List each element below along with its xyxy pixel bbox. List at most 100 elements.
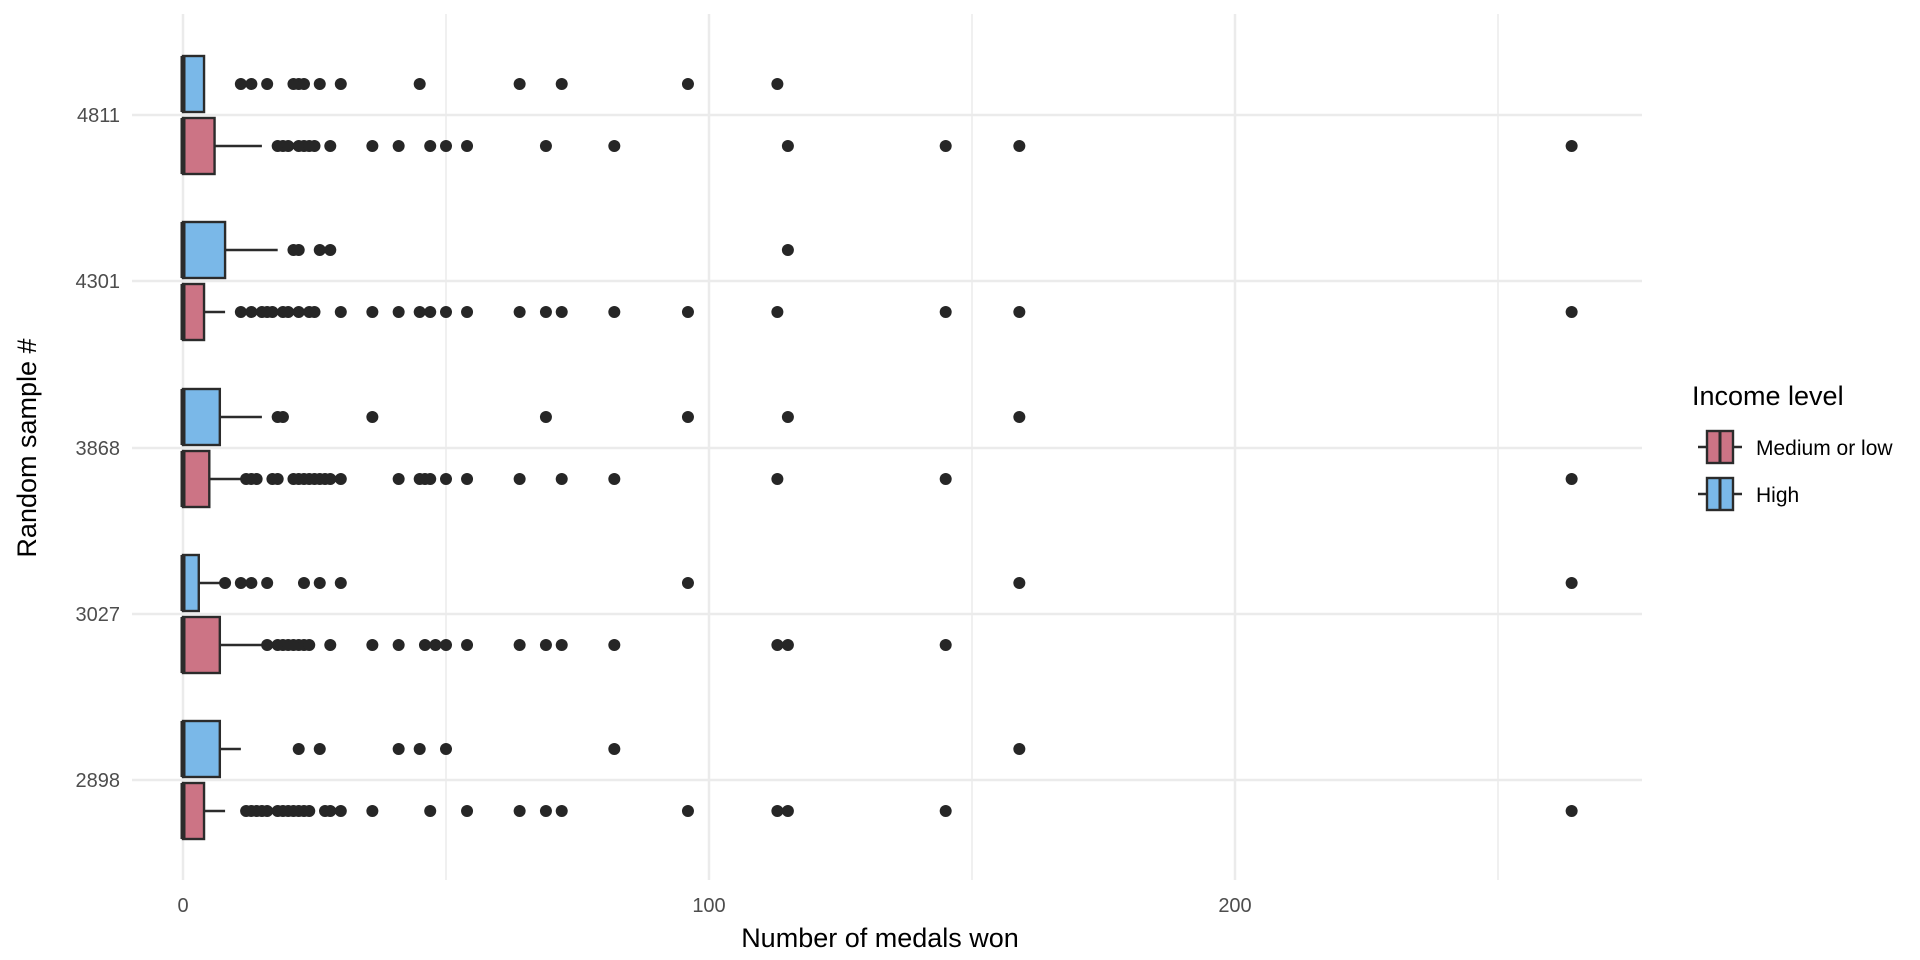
outlier-point xyxy=(245,78,258,90)
outlier-point xyxy=(424,140,437,152)
outlier-point xyxy=(781,140,794,152)
outlier-point xyxy=(461,306,474,318)
outliers-layer xyxy=(219,78,1578,817)
outlier-point xyxy=(324,140,337,152)
outlier-point xyxy=(245,577,258,589)
outlier-point xyxy=(440,306,452,318)
outlier-point xyxy=(297,78,310,90)
outlier-point xyxy=(234,577,247,589)
outlier-point xyxy=(608,473,621,485)
y-axis-ticks: 2898 3027 3868 4301 4811 xyxy=(76,105,121,792)
outlier-point xyxy=(771,805,784,817)
outlier-point xyxy=(539,306,552,318)
outlier-point xyxy=(392,639,405,651)
legend: Income level Medium or low High xyxy=(1692,381,1893,512)
outlier-point xyxy=(1565,805,1578,817)
outlier-point xyxy=(366,140,379,152)
x-axis-ticks: 0 100 200 xyxy=(177,895,1251,917)
outlier-point xyxy=(539,805,552,817)
box-group xyxy=(180,449,247,509)
box xyxy=(181,116,216,176)
outlier-point xyxy=(334,78,347,90)
x-tick-label: 100 xyxy=(692,895,725,917)
outlier-point xyxy=(219,577,232,589)
outlier-point xyxy=(555,306,568,318)
outlier-point xyxy=(313,78,326,90)
outlier-point xyxy=(282,140,295,152)
outlier-point xyxy=(771,78,784,90)
outlier-point xyxy=(539,411,552,423)
outlier-point xyxy=(292,743,305,755)
outlier-point xyxy=(440,743,452,755)
outlier-point xyxy=(392,306,405,318)
box-group xyxy=(180,116,262,176)
outlier-point xyxy=(513,78,526,90)
box-group xyxy=(180,220,278,280)
outlier-point xyxy=(1565,140,1578,152)
outlier-point xyxy=(939,473,952,485)
outlier-point xyxy=(392,473,405,485)
outlier-point xyxy=(292,306,305,318)
outlier-point xyxy=(418,639,431,651)
legend-title: Income level xyxy=(1692,381,1844,411)
box-group xyxy=(180,781,226,841)
outlier-point xyxy=(781,244,794,256)
outlier-point xyxy=(1013,411,1026,423)
outlier-point xyxy=(334,805,347,817)
outlier-point xyxy=(1013,140,1026,152)
outlier-point xyxy=(771,639,784,651)
outlier-point xyxy=(413,306,426,318)
outlier-point xyxy=(608,743,621,755)
outlier-point xyxy=(308,140,321,152)
outlier-point xyxy=(1013,306,1026,318)
outlier-point xyxy=(234,306,247,318)
outlier-point xyxy=(513,306,526,318)
outlier-point xyxy=(555,78,568,90)
outlier-point xyxy=(297,577,310,589)
box-group xyxy=(180,553,220,613)
outlier-point xyxy=(324,473,337,485)
y-tick-label: 4811 xyxy=(77,105,120,127)
outlier-point xyxy=(413,743,426,755)
outlier-point xyxy=(334,306,347,318)
box xyxy=(181,719,222,779)
outlier-point xyxy=(461,473,474,485)
outlier-point xyxy=(424,473,437,485)
outlier-point xyxy=(681,411,694,423)
outlier-point xyxy=(461,639,474,651)
outlier-point xyxy=(250,473,263,485)
outlier-point xyxy=(555,639,568,651)
outlier-point xyxy=(308,306,321,318)
outlier-point xyxy=(271,473,284,485)
outlier-point xyxy=(313,244,326,256)
outlier-point xyxy=(440,639,452,651)
outlier-point xyxy=(292,244,305,256)
outlier-point xyxy=(245,306,258,318)
outlier-point xyxy=(555,805,568,817)
outlier-point xyxy=(939,306,952,318)
outlier-point xyxy=(440,140,452,152)
outlier-point xyxy=(513,805,526,817)
outlier-point xyxy=(366,411,379,423)
outlier-point xyxy=(681,306,694,318)
legend-item: Medium or low xyxy=(1698,429,1893,465)
outlier-point xyxy=(324,805,337,817)
outlier-point xyxy=(1565,577,1578,589)
outlier-point xyxy=(266,306,279,318)
outlier-point xyxy=(303,639,316,651)
outlier-point xyxy=(771,306,784,318)
outlier-point xyxy=(313,743,326,755)
box xyxy=(181,449,211,509)
outlier-point xyxy=(781,639,794,651)
y-tick-label: 4301 xyxy=(76,271,121,293)
outlier-point xyxy=(261,78,274,90)
outlier-point xyxy=(366,805,379,817)
outlier-point xyxy=(424,805,437,817)
outlier-point xyxy=(313,577,326,589)
outlier-point xyxy=(234,78,247,90)
box-group xyxy=(180,719,241,779)
outlier-point xyxy=(681,577,694,589)
outlier-point xyxy=(771,473,784,485)
outlier-point xyxy=(681,78,694,90)
